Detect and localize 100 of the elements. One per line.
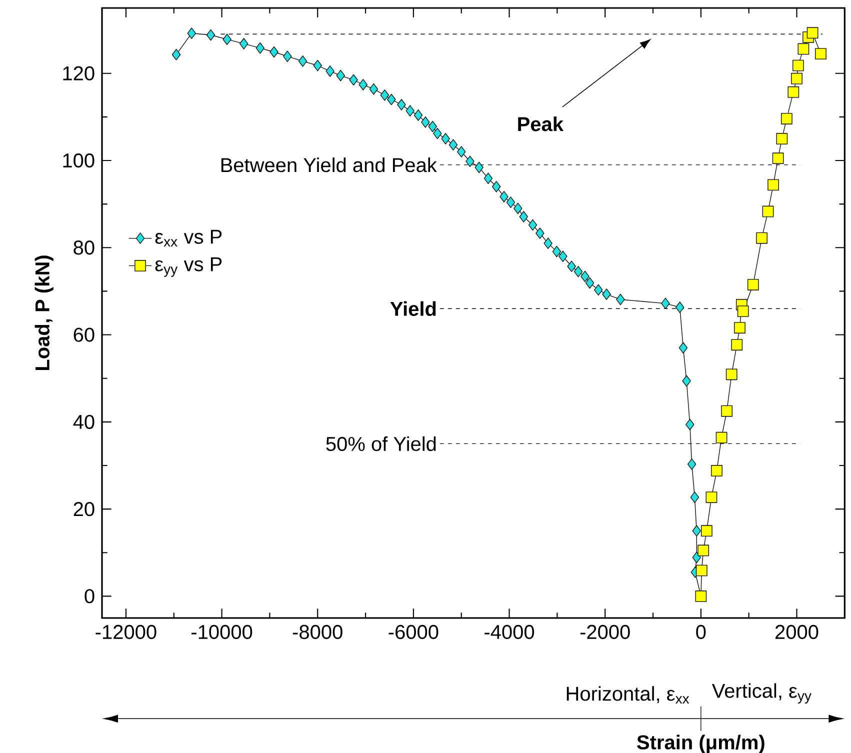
y-tick-label: 60: [74, 328, 94, 342]
point: [239, 38, 248, 50]
text: Horizontal, ε$_{xx}$: [566, 686, 690, 704]
y-tick-label: 80: [74, 240, 94, 255]
point: [256, 42, 264, 54]
point: [514, 202, 522, 214]
point: [580, 270, 590, 282]
point: [369, 83, 378, 95]
point: [678, 342, 688, 354]
ref-line-label: Between Yield and Peak: [221, 158, 437, 172]
annotation: Peak: [518, 116, 564, 132]
point: [747, 279, 759, 290]
point: [474, 162, 484, 174]
point: [298, 55, 308, 67]
point: [616, 294, 625, 306]
point: [206, 29, 216, 41]
x-tick-label: -10000: [192, 624, 252, 640]
point: [701, 525, 712, 537]
y-tick-label: 20: [74, 502, 94, 516]
point: [815, 48, 826, 60]
point: [686, 418, 694, 430]
point: [798, 43, 810, 55]
point: [544, 238, 552, 249]
point: [552, 246, 562, 258]
point: [696, 564, 708, 576]
point: [448, 139, 458, 150]
point: [791, 72, 802, 84]
legend-label: ε$_{yy}$ vs P: [155, 257, 222, 277]
x-tick-label: 2000: [776, 624, 818, 640]
point: [698, 544, 709, 556]
point: [519, 211, 528, 222]
point: [792, 60, 804, 72]
point: [781, 112, 792, 124]
point: [756, 232, 768, 244]
point: [731, 339, 743, 350]
point: [706, 492, 718, 503]
legend-label: ε$_{xx}$ vs P: [155, 230, 222, 247]
point: [734, 322, 746, 334]
point: [772, 152, 784, 164]
x-axis-title: Strain (μm/m): [637, 734, 764, 753]
point: [788, 86, 800, 98]
point: [762, 206, 774, 218]
point: [397, 99, 406, 110]
point: [313, 60, 322, 72]
point: [574, 266, 583, 278]
point: [326, 66, 334, 77]
point: [387, 94, 396, 106]
point: [528, 219, 538, 231]
point: [567, 260, 576, 272]
point: [690, 492, 700, 503]
point: [358, 79, 368, 90]
x-tick-label: -2000: [580, 624, 630, 640]
point: [492, 180, 501, 192]
x-tick-label: -8000: [292, 624, 342, 640]
point: [421, 116, 430, 128]
point: [336, 70, 345, 82]
point: [283, 50, 292, 62]
point: [457, 146, 466, 158]
y-tick-label: 40: [73, 414, 94, 429]
point: [716, 432, 728, 444]
ref-line-label: 50% of Yield: [326, 436, 436, 452]
point: [380, 89, 390, 101]
y-tick-label: 100: [63, 153, 94, 168]
point: [806, 27, 818, 38]
point: [585, 277, 594, 289]
point: [433, 128, 442, 140]
point: [466, 156, 474, 168]
point: [428, 120, 437, 132]
point: [726, 368, 738, 380]
point: [558, 250, 568, 262]
point: [500, 190, 508, 202]
y-axis-title: Load, P (kN): [34, 256, 54, 370]
x-tick-label: -12000: [96, 624, 156, 640]
text: Vertical, ε$_{yy}$: [712, 683, 812, 704]
point: [187, 28, 196, 39]
point: [484, 172, 493, 184]
point: [721, 405, 732, 417]
y-tick-label: 0: [84, 589, 94, 604]
point: [222, 34, 232, 46]
point: [687, 458, 696, 470]
point: [661, 298, 670, 310]
point: [594, 284, 603, 296]
point: [406, 105, 414, 116]
ref-line-label: Yield: [390, 301, 436, 316]
point: [692, 525, 701, 537]
x-tick-label: 0: [696, 624, 706, 640]
point: [602, 288, 611, 300]
point: [414, 110, 423, 121]
point: [536, 228, 544, 239]
point: [172, 48, 181, 60]
point: [676, 302, 684, 313]
point: [349, 74, 358, 86]
point: [768, 179, 779, 191]
point: [776, 133, 788, 144]
point: [692, 552, 701, 564]
x-tick-label: -6000: [388, 624, 438, 640]
y-tick-label: 120: [63, 66, 94, 80]
point: [270, 46, 278, 58]
point: [506, 196, 516, 208]
point: [737, 306, 749, 317]
